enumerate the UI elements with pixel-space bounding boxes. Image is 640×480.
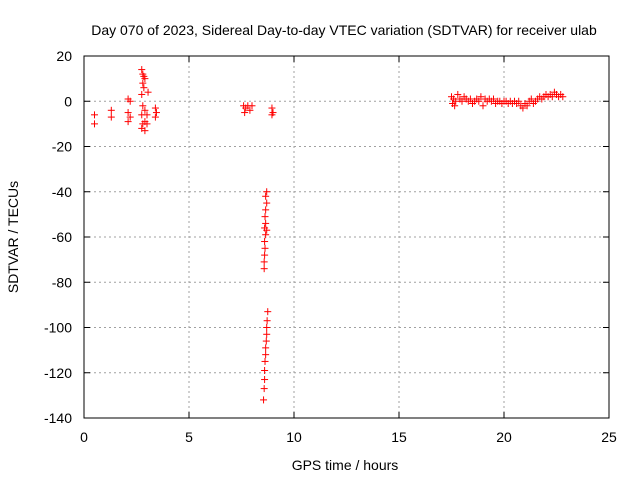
data-point xyxy=(454,90,462,98)
data-point xyxy=(91,111,98,119)
data-point xyxy=(260,258,268,266)
data-point xyxy=(451,102,459,110)
data-point xyxy=(263,317,271,325)
data-point xyxy=(548,93,556,101)
data-point xyxy=(260,396,268,404)
data-point xyxy=(140,84,148,92)
data-point xyxy=(151,104,159,112)
data-point xyxy=(139,102,147,110)
data-point xyxy=(152,109,160,117)
data-point xyxy=(260,265,268,273)
y-tick-label: -100 xyxy=(44,320,72,336)
data-point xyxy=(126,97,134,105)
data-point xyxy=(141,75,149,83)
data-point xyxy=(262,351,270,359)
y-tick-label: 20 xyxy=(56,48,72,64)
data-point xyxy=(490,95,497,103)
data-point xyxy=(143,111,151,119)
y-tick-label: -80 xyxy=(52,274,72,290)
data-point xyxy=(527,95,535,103)
data-point xyxy=(138,66,146,74)
data-point xyxy=(246,106,254,114)
data-point xyxy=(126,113,134,121)
data-point xyxy=(261,376,269,384)
axis-ticks xyxy=(83,55,610,419)
data-point xyxy=(263,188,271,196)
data-point xyxy=(248,102,256,110)
data-point xyxy=(263,199,271,207)
data-point xyxy=(107,106,115,114)
data-point xyxy=(262,192,270,200)
data-point xyxy=(262,219,270,227)
data-point xyxy=(139,79,147,87)
tick-labels: 0 5 10 15 20 25 20 0 -20 -40 -60 -80 -100 -120 -140 xyxy=(44,48,617,445)
data-point xyxy=(264,308,272,316)
data-point xyxy=(479,102,487,110)
data-point xyxy=(241,109,249,117)
data-point xyxy=(91,120,98,128)
data-point xyxy=(475,97,483,105)
data-point xyxy=(268,111,276,119)
data-point xyxy=(263,330,271,338)
x-axis-label: GPS time / hours xyxy=(292,457,399,473)
data-point xyxy=(515,97,523,105)
data-point xyxy=(466,95,474,103)
data-point xyxy=(268,104,276,112)
data-point xyxy=(260,385,268,393)
data-point xyxy=(262,231,270,239)
y-tick-label: -40 xyxy=(52,184,72,200)
x-tick-label: 20 xyxy=(496,429,512,445)
x-tick-label: 5 xyxy=(185,429,193,445)
data-point xyxy=(263,226,271,234)
data-point xyxy=(141,127,149,135)
y-tick-label: -60 xyxy=(52,229,72,245)
y-axis-label: SDTVAR / TECUs xyxy=(5,181,21,293)
x-tick-label: 10 xyxy=(286,429,302,445)
y-tick-label: -120 xyxy=(44,365,72,381)
data-point xyxy=(261,213,269,221)
data-point xyxy=(141,106,149,114)
data-point xyxy=(477,93,485,101)
data-point xyxy=(519,104,527,112)
data-point xyxy=(261,366,269,374)
x-tick-label: 25 xyxy=(601,429,617,445)
data-point xyxy=(261,357,269,365)
data-point xyxy=(124,109,132,117)
data-point xyxy=(262,206,270,214)
data-point xyxy=(124,118,132,126)
data-point xyxy=(261,251,269,259)
data-point xyxy=(261,238,269,246)
data-point xyxy=(144,88,152,96)
y-tick-label: 0 xyxy=(64,93,72,109)
data-point xyxy=(559,93,567,101)
data-point xyxy=(262,337,270,345)
data-point xyxy=(263,324,271,331)
data-point xyxy=(151,113,159,121)
x-tick-label: 15 xyxy=(391,429,407,445)
data-point xyxy=(107,113,115,121)
y-tick-label: -140 xyxy=(44,410,72,426)
grid xyxy=(84,56,609,418)
data-points xyxy=(91,66,567,404)
y-tick-label: -20 xyxy=(52,139,72,155)
x-tick-label: 0 xyxy=(80,429,88,445)
chart-title: Day 070 of 2023, Sidereal Day-to-day VTE… xyxy=(91,22,597,38)
data-point xyxy=(143,120,151,128)
data-point xyxy=(262,344,270,352)
data-point xyxy=(458,97,466,105)
data-point xyxy=(261,244,269,252)
data-point xyxy=(523,102,531,110)
data-point xyxy=(138,90,146,98)
